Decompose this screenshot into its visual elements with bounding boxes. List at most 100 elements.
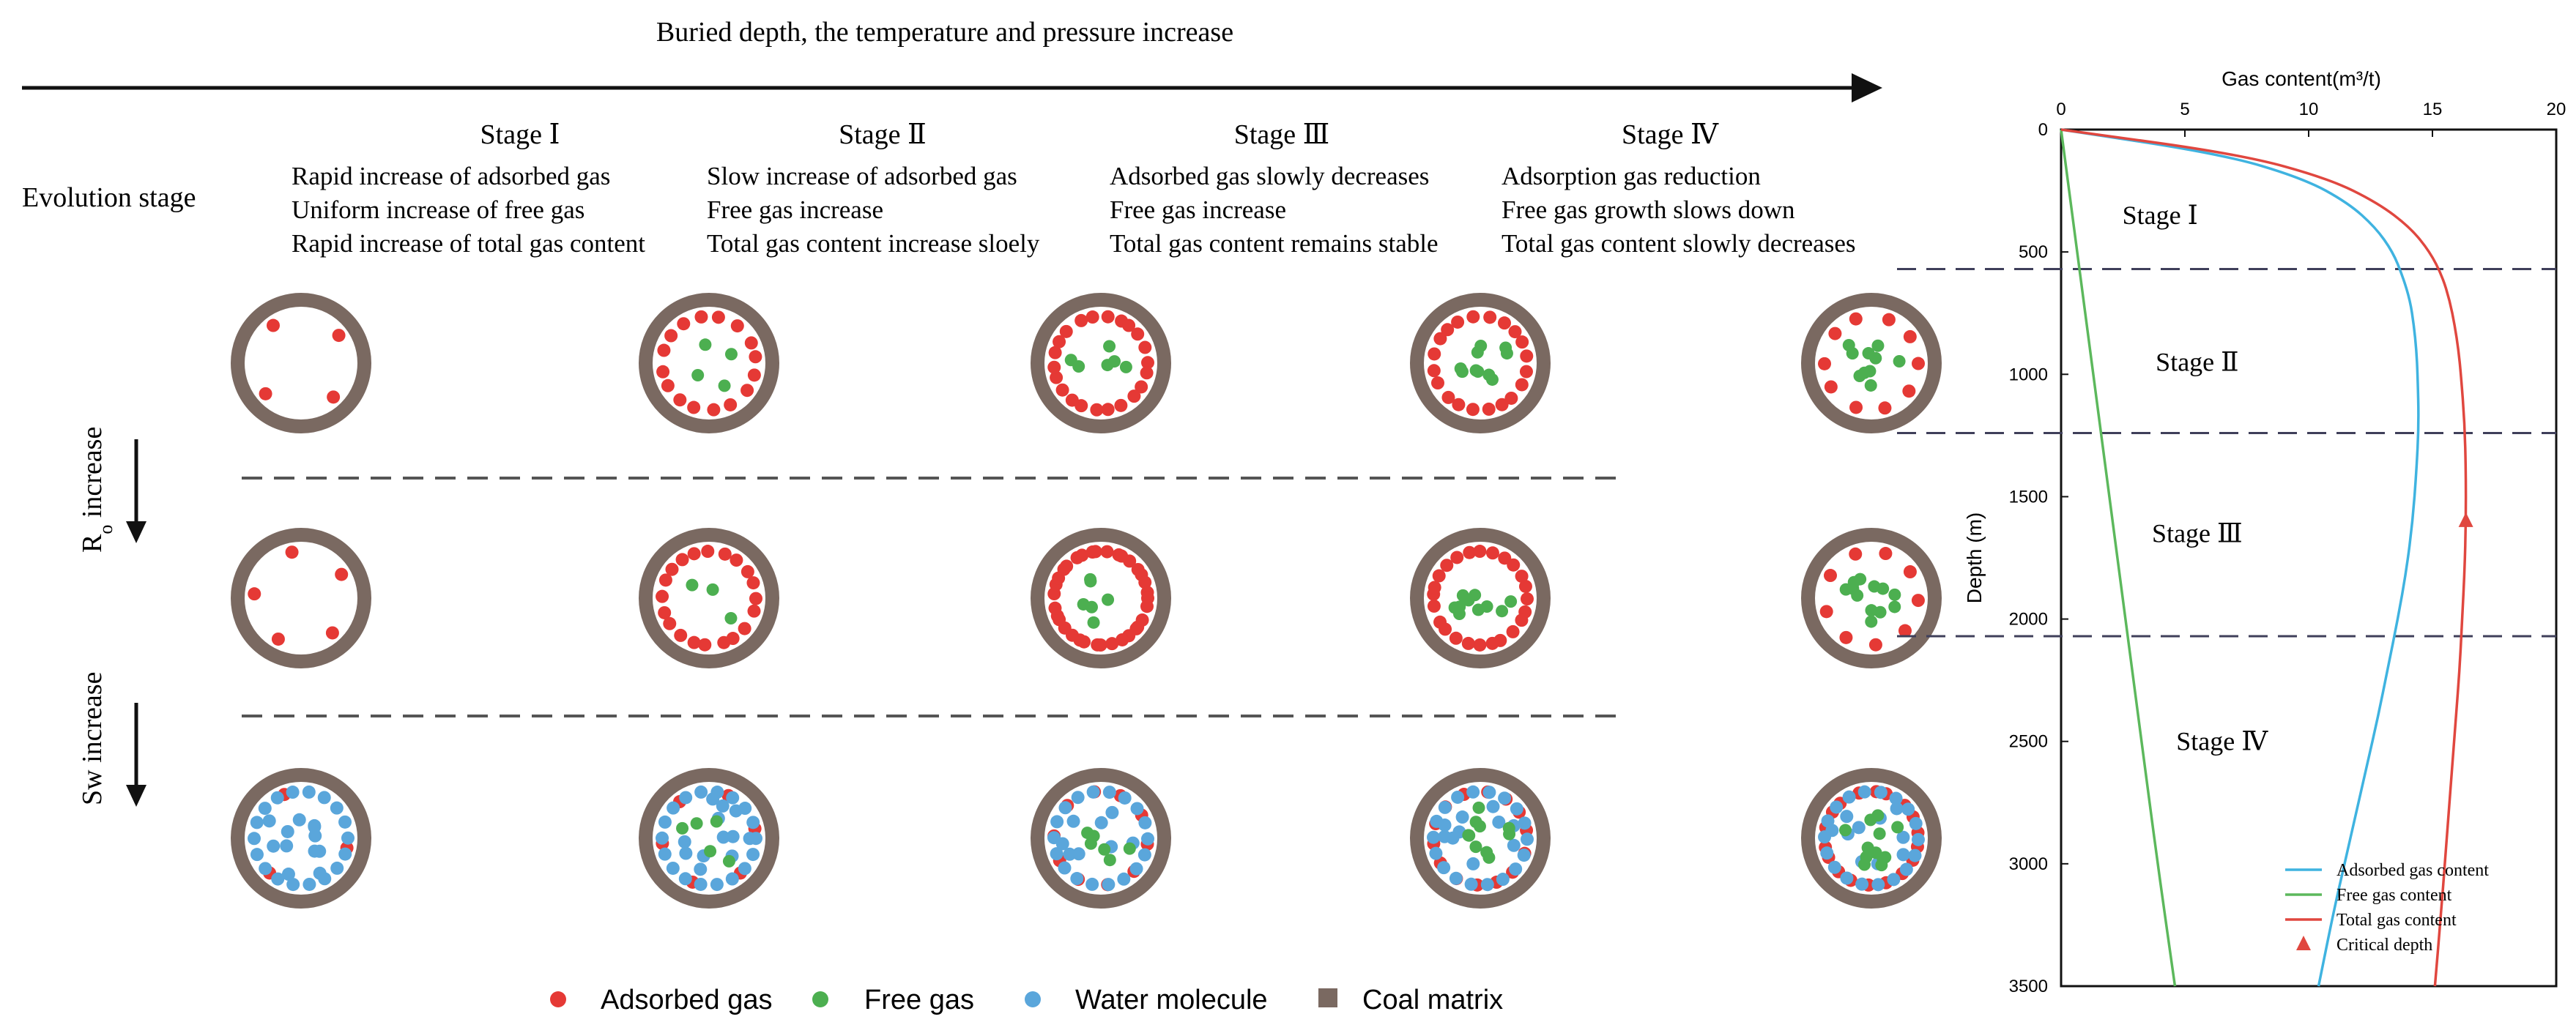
coal-matrix-ring xyxy=(1801,293,1942,433)
adsorbed-gas-molecule xyxy=(1506,624,1520,638)
adsorbed-gas-molecule xyxy=(332,329,346,343)
adsorbed-gas-molecule xyxy=(1441,323,1455,337)
water-molecule xyxy=(1102,878,1116,892)
adsorbed-gas-molecule xyxy=(724,398,738,411)
water-molecule xyxy=(330,861,344,875)
water-molecule xyxy=(341,831,355,845)
stage-desc-line: Total gas content slowly decreases xyxy=(1502,229,1856,258)
adsorbed-gas-molecule xyxy=(1451,315,1465,329)
free-gas-molecule xyxy=(1103,854,1116,867)
legend-entry-label: Critical depth xyxy=(2336,936,2432,955)
adsorbed-gas-molecule xyxy=(1074,313,1088,327)
free-gas-molecule xyxy=(1874,605,1887,619)
adsorbed-gas-molecule xyxy=(1055,383,1069,397)
adsorbed-gas-molecule xyxy=(1824,380,1838,394)
coal-matrix-ring xyxy=(1801,768,1942,909)
x-tick-label: 20 xyxy=(2547,100,2566,119)
stage-block-3: Stage Ⅲ Adsorbed gas slowly decreases Free… xyxy=(1110,119,1439,258)
adsorbed-gas-molecule xyxy=(1839,630,1853,644)
free-gas-molecule xyxy=(1119,360,1132,373)
water-molecule xyxy=(1871,878,1885,892)
legend-water-swatch xyxy=(1025,991,1041,1007)
adsorbed-gas-molecule xyxy=(1497,316,1511,330)
free-gas-molecule xyxy=(1860,851,1873,864)
adsorbed-gas-molecule xyxy=(271,632,285,646)
water-molecule xyxy=(726,791,740,805)
adsorbed-gas-molecule xyxy=(747,604,761,618)
pore xyxy=(1801,768,1942,909)
water-molecule xyxy=(1855,877,1869,891)
adsorbed-gas-molecule xyxy=(1123,554,1137,568)
adsorbed-gas-molecule xyxy=(663,616,677,630)
adsorbed-gas-molecule xyxy=(1427,599,1441,613)
free-gas-molecule xyxy=(710,815,723,828)
pore xyxy=(1801,293,1942,433)
adsorbed-gas-molecule xyxy=(1515,335,1529,349)
adsorbed-gas-molecule xyxy=(677,317,691,331)
water-molecule xyxy=(1437,861,1451,875)
adsorbed-gas-molecule xyxy=(1879,547,1893,561)
water-molecule xyxy=(694,862,708,876)
adsorbed-gas-molecule xyxy=(1485,636,1499,650)
y-tick-label: 500 xyxy=(2019,242,2048,262)
adsorbed-gas-molecule xyxy=(1849,547,1863,561)
water-molecule xyxy=(1498,791,1512,805)
water-molecule xyxy=(1510,802,1523,816)
water-molecule xyxy=(1520,832,1534,846)
adsorbed-gas-molecule xyxy=(1433,615,1447,629)
adsorbed-gas-molecule xyxy=(1101,310,1115,324)
water-molecule xyxy=(1466,785,1480,799)
adsorbed-gas-molecule xyxy=(1100,545,1114,559)
water-molecule xyxy=(1908,849,1922,862)
free-gas-molecule xyxy=(1847,575,1860,589)
water-molecule xyxy=(338,847,352,861)
critical-depth-marker xyxy=(2458,512,2473,527)
chart-stage-label: Stage Ⅲ xyxy=(2152,519,2243,548)
water-molecule xyxy=(1105,805,1119,819)
adsorbed-gas-molecule xyxy=(687,547,701,561)
water-molecule xyxy=(667,801,680,815)
free-gas-molecule xyxy=(1873,827,1886,840)
water-molecule xyxy=(259,862,272,876)
adsorbed-gas-molecule xyxy=(1520,592,1534,606)
water-molecule xyxy=(250,816,264,829)
water-molecule xyxy=(1070,872,1084,886)
water-molecule xyxy=(1446,831,1460,845)
water-molecule xyxy=(1058,861,1072,875)
adsorbed-gas-molecule xyxy=(327,390,341,404)
pore xyxy=(1410,293,1551,433)
free-gas-molecule xyxy=(1838,824,1852,837)
adsorbed-gas-molecule xyxy=(335,567,349,581)
ro-label-main: R xyxy=(77,534,108,553)
water-molecule xyxy=(1071,791,1085,805)
adsorbed-gas-molecule xyxy=(1140,366,1154,380)
adsorbed-gas-molecule xyxy=(1140,356,1154,370)
adsorbed-gas-molecule xyxy=(1428,347,1441,361)
legend-entry-label: Free gas content xyxy=(2336,886,2452,905)
water-molecule xyxy=(1117,872,1131,886)
pore xyxy=(1031,768,1171,909)
water-molecule xyxy=(729,804,743,818)
legend: Adsorbed gas Free gas Water molecule Coa… xyxy=(550,985,1503,1015)
ro-label-rest: increase xyxy=(77,427,108,525)
adsorbed-gas-molecule xyxy=(1090,403,1104,417)
water-molecule xyxy=(292,813,306,827)
adsorbed-gas-molecule xyxy=(1060,559,1074,573)
legend-adsorbed-swatch xyxy=(550,991,566,1007)
legend-adsorbed-curve: Adsorbed gas content xyxy=(2285,861,2489,880)
x-tick-label: 15 xyxy=(2423,100,2443,119)
water-molecule xyxy=(679,791,693,805)
water-molecule xyxy=(302,785,316,799)
free-gas-molecule xyxy=(706,583,719,596)
water-molecule xyxy=(270,791,284,805)
legend-adsorbed-label: Adsorbed gas xyxy=(601,985,773,1015)
water-molecule xyxy=(1427,830,1441,844)
adsorbed-gas-molecule xyxy=(1140,600,1154,614)
coal-matrix-ring xyxy=(231,293,371,433)
adsorbed-gas-molecule xyxy=(1050,370,1064,384)
water-molecule xyxy=(726,829,740,843)
water-molecule xyxy=(250,848,264,862)
free-gas-molecule xyxy=(1864,813,1877,827)
adsorbed-gas-molecule xyxy=(687,400,701,414)
